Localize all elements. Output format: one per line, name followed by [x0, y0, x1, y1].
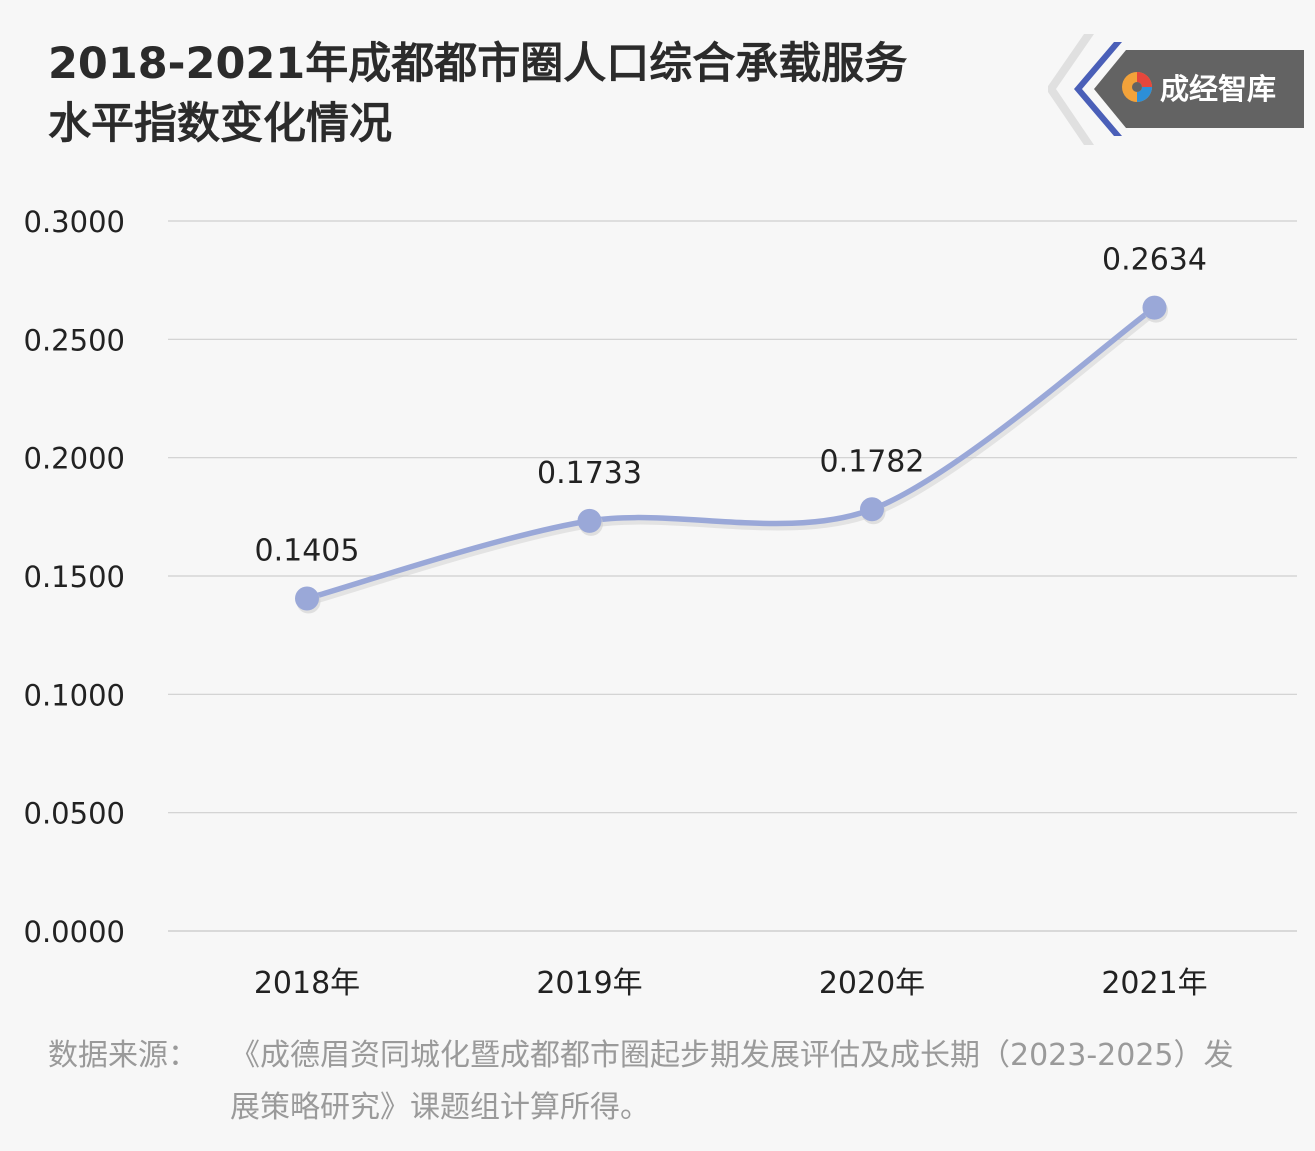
- x-tick-label: 2020年: [819, 966, 925, 1001]
- series-line-shadow: [308, 309, 1159, 606]
- data-point: [1142, 295, 1167, 320]
- x-tick-label: 2019年: [536, 966, 642, 1001]
- y-tick-label: 0.2500: [24, 323, 125, 357]
- data-label: 0.1733: [537, 456, 642, 491]
- line-chart: 0.0000 0.0500 0.1000 0.1500 0.2000 0.2500 0.30…: [24, 205, 1297, 1001]
- y-tick-label: 0.1500: [24, 560, 125, 594]
- chart-title-line-2: 水平指数变化情况: [48, 99, 392, 149]
- brand-name: 成经智库: [1160, 72, 1277, 106]
- data-label: 0.1405: [255, 533, 360, 568]
- y-tick-label: 0.1000: [24, 678, 125, 712]
- data-label: 0.1782: [820, 444, 925, 479]
- chart-title-line-1: 2018-2021年成都都市圈人口综合承载服务: [48, 39, 908, 89]
- y-tick-label: 0.3000: [24, 205, 125, 239]
- source-text: 《成德眉资同城化暨成都都市圈起步期发展评估及成长期（2023-2025）发展策略…: [230, 1038, 1234, 1125]
- brand-logo: 成经智库: [1048, 32, 1308, 147]
- series-line-group: [304, 304, 1159, 606]
- data-labels: 0.1405 0.1733 0.1782 0.2634: [255, 243, 1207, 569]
- data-point: [295, 586, 319, 611]
- source-label: 数据来源：: [48, 1038, 198, 1073]
- data-point: [577, 508, 602, 533]
- brand-badge-shape: [1048, 34, 1304, 145]
- chart-title: 2018-2021年成都都市圈人口综合承载服务 水平指数变化情况: [48, 34, 1008, 154]
- data-label: 0.2634: [1102, 243, 1207, 278]
- y-tick-label: 0.0500: [24, 797, 125, 831]
- series-line: [304, 304, 1158, 602]
- brand-swirl-icon: [1122, 72, 1152, 102]
- x-tick-label: 2021年: [1101, 966, 1207, 1001]
- series-points: [295, 295, 1168, 614]
- x-axis-tick-labels: 2018年 2019年 2020年 2021年: [254, 966, 1208, 1001]
- y-axis-tick-labels: 0.0000 0.0500 0.1000 0.1500 0.2000 0.2500 0.30…: [24, 205, 125, 949]
- data-point: [860, 497, 884, 522]
- grid-lines: [168, 220, 1297, 932]
- y-tick-label: 0.0000: [24, 915, 125, 949]
- x-tick-label: 2018年: [254, 966, 360, 1001]
- y-tick-label: 0.2000: [24, 442, 125, 476]
